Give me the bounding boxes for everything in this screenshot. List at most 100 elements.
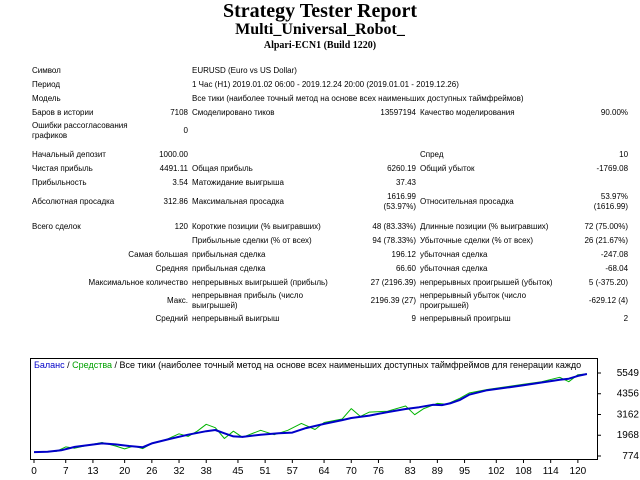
plot-frame — [30, 358, 598, 460]
rel-drawdown-label: Относительная просадка — [420, 197, 514, 206]
expert-name: Multi_Universal_Robot_ — [235, 21, 405, 38]
cons-profit-label: непрерывная прибыль (число выигрышей) — [192, 291, 304, 310]
x-tick-label: 114 — [543, 466, 559, 477]
net-profit-label: Чистая прибыль — [32, 164, 93, 173]
cons-losses-value: 5 (-375.20) — [588, 278, 629, 287]
x-tick-label: 76 — [373, 466, 385, 477]
x-tick-label: 32 — [173, 466, 185, 477]
row-average-consecutive: Средний непрерывный выигрыш 9 непрерывны… — [30, 312, 630, 326]
avg-cons-label: Средний — [155, 314, 188, 323]
abs-drawdown-label: Абсолютная просадка — [32, 197, 115, 206]
loss-trades-label: Убыточные сделки (% от всех) — [420, 236, 534, 245]
spread-label: Спред — [420, 150, 444, 159]
max-drawdown-label: Максимальная просадка — [192, 197, 284, 206]
gross-loss-value: -1769.08 — [596, 164, 629, 173]
deposit-label: Начальный депозит — [32, 150, 106, 159]
balance-chart: 5549 4356 3162 1968 774 0 7 13 20 26 32 38 45 51 57 64 7… — [30, 358, 640, 480]
model-label: Модель — [32, 94, 61, 103]
x-tick-label: 83 — [405, 466, 417, 477]
avg-losses-value: 2 — [623, 314, 629, 323]
x-tick-label: 57 — [287, 466, 299, 477]
bars-value: 7108 — [170, 108, 188, 117]
x-tick-label: 64 — [319, 466, 331, 477]
y-tick-label: 774 — [622, 451, 639, 462]
symbol-label: Символ — [32, 66, 61, 75]
y-tick-label: 5549 — [617, 368, 640, 379]
avg-losses-label: непрерывный проигрыш — [420, 314, 511, 323]
x-tick-label: 120 — [570, 466, 587, 477]
row-profit-trades: Прибыльные сделки (% от всех) 94 (78.33%… — [30, 234, 630, 248]
model-value: Все тики (наиболее точный метод на основ… — [192, 94, 524, 103]
quality-label: Качество моделирования — [420, 108, 515, 117]
legend-separator: / — [64, 360, 73, 370]
short-positions-value: 48 (83.33%) — [372, 222, 416, 231]
quality-value: 90.00% — [600, 108, 629, 117]
net-profit-value: 4491.11 — [159, 164, 188, 173]
legend-balance: Баланс — [34, 360, 65, 370]
x-tick-label: 108 — [515, 466, 532, 477]
loss-trades-value: 26 (21.67%) — [584, 236, 629, 245]
row-errors: Ошибки рассогласования графиков 0 — [30, 120, 630, 142]
period-label: Период — [32, 80, 61, 89]
rel-drawdown-value: 53.97% — [600, 192, 629, 201]
profit-trades-label: Прибыльные сделки (% от всех) — [192, 236, 312, 245]
series-line-balance — [33, 373, 588, 454]
row-total-trades: Всего сделок 120 Короткие позиции (% выи… — [30, 220, 630, 234]
gross-loss-label: Общий убыток — [420, 164, 475, 173]
avg-loss-value: -68.04 — [605, 264, 629, 273]
profit-trades-value: 94 (78.33%) — [372, 236, 416, 245]
rel-drawdown-cell: 53.97% (1616.99) — [564, 190, 630, 214]
avg-wins-label: непрерывный выигрыш — [192, 314, 280, 323]
average-label: Средняя — [155, 264, 188, 273]
x-tick-label: 70 — [346, 466, 358, 477]
largest-loss-label: убыточная сделка — [420, 250, 488, 259]
cons-loss-label: непрерывный убыток (число проигрышей) — [420, 291, 527, 310]
y-tick-label: 3162 — [617, 409, 640, 420]
x-tick-label: 102 — [488, 466, 505, 477]
cons-wins-label: непрерывных выигрышей (прибыль) — [192, 278, 328, 287]
cons-losses-label: непрерывных проигрышей (убыток) — [420, 278, 553, 287]
short-positions-label: Короткие позиции (% выигравших) — [192, 222, 321, 231]
errors-label: Ошибки рассогласования графиков — [32, 121, 128, 140]
max-label: Макс. — [166, 296, 188, 305]
avg-loss-label: убыточная сделка — [420, 264, 488, 273]
report-title: Strategy Tester Report — [222, 0, 418, 22]
x-tick-label: 20 — [119, 466, 131, 477]
row-period: Период 1 Час (H1) 2019.01.02 06:00 - 201… — [30, 78, 630, 92]
largest-profit-value: 196.12 — [391, 250, 416, 259]
x-tick-label: 13 — [87, 466, 99, 477]
row-bars: Баров в истории 7108 Смоделировано тиков… — [30, 106, 630, 120]
errors-value: 0 — [183, 126, 188, 135]
row-symbol: Символ EURUSD (Euro vs US Dollar) — [30, 64, 630, 78]
x-tick-label: 0 — [31, 466, 37, 477]
gross-profit-value: 6260.19 — [387, 164, 416, 173]
row-net-profit: Чистая прибыль 4491.11 Общая прибыль 626… — [30, 162, 630, 176]
profit-factor-value: 3.54 — [172, 178, 188, 187]
report-table: Символ EURUSD (Euro vs US Dollar) Период… — [30, 64, 630, 326]
x-tick-label: 7 — [63, 466, 69, 477]
max-drawdown-value: 1616.99 — [387, 192, 416, 201]
spread-value: 10 — [619, 150, 629, 159]
total-trades-value: 120 — [174, 222, 188, 231]
max-drawdown-cell: 1616.99 (53.97%) — [338, 190, 418, 214]
ticks-label: Смоделировано тиков — [192, 108, 275, 117]
y-tick-label: 4356 — [617, 389, 640, 400]
row-model: Модель Все тики (наиболее точный метод н… — [30, 92, 630, 106]
legend-equity: Средства — [72, 360, 113, 370]
period-value: 1 Час (H1) 2019.01.02 06:00 - 2019.12.24… — [192, 80, 459, 89]
row-max: Макс. непрерывная прибыль (число выигрыш… — [30, 290, 630, 312]
cons-loss-value: -629.12 (4) — [588, 296, 629, 305]
max-count-label: Максимальное количество — [88, 278, 188, 287]
server-build: Alpari-ECN1 (Build 1220) — [263, 40, 377, 51]
gross-profit-label: Общая прибыль — [192, 164, 253, 173]
avg-profit-label: прибыльная сделка — [192, 264, 266, 273]
symbol-value: EURUSD (Euro vs US Dollar) — [192, 66, 297, 75]
long-positions-label: Длинные позиции (% выигравших) — [420, 222, 549, 231]
row-profit-factor: Прибыльность 3.54 Матожидание выигрыша 3… — [30, 176, 630, 190]
ticks-value: 13597194 — [380, 108, 416, 117]
abs-drawdown-value: 312.86 — [163, 197, 188, 206]
legend-description: / Все тики (наиболее точный метод на осн… — [112, 360, 582, 370]
x-tick-label: 51 — [260, 466, 272, 477]
row-average: Средняя прибыльная сделка 66.60 убыточна… — [30, 262, 630, 276]
long-positions-value: 72 (75.00%) — [584, 222, 629, 231]
